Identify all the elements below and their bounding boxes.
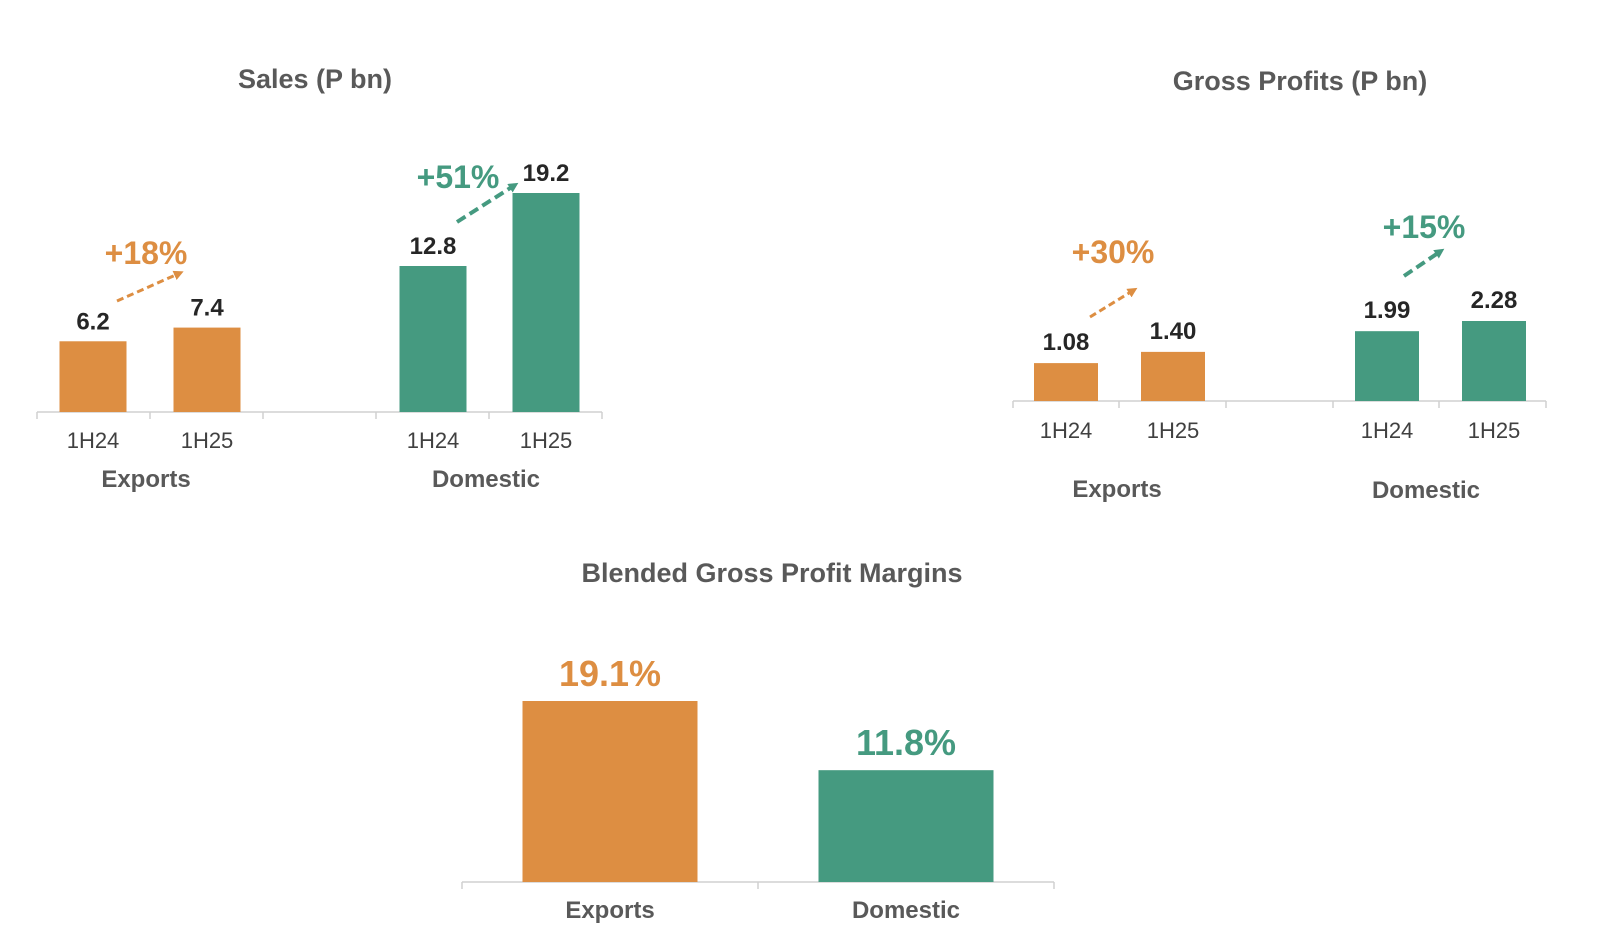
margin-label-domestic: 11.8% <box>856 722 956 763</box>
gross-profits-exports-growth-arrow <box>1089 287 1138 319</box>
margin-label-exports: 19.1% <box>559 653 661 694</box>
sales-exports-growth: +18% <box>105 235 188 271</box>
gross-profits-label-exports-1h24: 1.08 <box>1043 329 1090 356</box>
gross-profits-bar-domestic-1h25 <box>1462 321 1526 401</box>
sales-domestic-growth: +51% <box>417 159 500 195</box>
gross-profits-axis <box>1012 400 1547 408</box>
margins-chart-title: Blended Gross Profit Margins <box>581 558 962 588</box>
sales-label-domestic-1h24: 12.8 <box>410 233 457 260</box>
sales-chart-title: Sales (P bn) <box>238 64 392 94</box>
gross-profits-label-exports-1h25: 1.40 <box>1150 318 1197 345</box>
sales-bar-domestic-1h24 <box>399 266 467 412</box>
sales-tick-exports-1h24: 1H24 <box>67 428 120 453</box>
margin-bar-domestic <box>818 770 994 882</box>
margin-tick-exports: Exports <box>565 897 654 924</box>
sales-tick-domestic-1h24: 1H24 <box>407 428 460 453</box>
sales-tick-exports-1h25: 1H25 <box>181 428 234 453</box>
sales-domestic-growth-arrow <box>455 182 519 224</box>
sales-group-domestic: Domestic <box>432 466 540 493</box>
sales-axis <box>36 411 603 419</box>
margin-tick-domestic: Domestic <box>852 897 960 924</box>
sales-label-exports-1h25: 7.4 <box>190 295 224 322</box>
sales-bar-domestic-1h25 <box>512 193 580 412</box>
sales-bar-exports-1h25 <box>173 327 241 412</box>
gross-profits-bar-exports-1h25 <box>1141 351 1205 401</box>
sales-label-exports-1h24: 6.2 <box>76 308 109 335</box>
sales-group-exports: Exports <box>101 466 190 493</box>
sales-bar-exports-1h24 <box>59 341 127 412</box>
margin-bar-exports <box>522 701 698 882</box>
gross-profits-bar-domestic-1h24 <box>1355 331 1419 401</box>
sales-tick-domestic-1h25: 1H25 <box>520 428 573 453</box>
gross-profits-tick-domestic-1h25: 1H25 <box>1468 418 1521 443</box>
gross-profits-domestic-growth: +15% <box>1383 209 1466 245</box>
margins-axis <box>461 881 1055 889</box>
gross-profits-bar-exports-1h24 <box>1034 363 1098 401</box>
gross-profits-tick-exports-1h25: 1H25 <box>1147 418 1200 443</box>
gross-profits-tick-domestic-1h24: 1H24 <box>1361 418 1414 443</box>
gross-profits-chart-title: Gross Profits (P bn) <box>1173 66 1428 96</box>
gross-profits-tick-exports-1h24: 1H24 <box>1040 418 1093 443</box>
sales-label-domestic-1h25: 19.2 <box>523 160 570 187</box>
gross-profits-group-exports: Exports <box>1072 476 1161 503</box>
sales-exports-growth-arrow <box>116 270 184 303</box>
gross-profits-label-domestic-1h24: 1.99 <box>1364 297 1411 324</box>
gross-profits-domestic-growth-arrow <box>1402 248 1445 278</box>
gross-profits-label-domestic-1h25: 2.28 <box>1471 287 1518 314</box>
gross-profits-exports-growth: +30% <box>1072 234 1155 270</box>
gross-profits-group-domestic: Domestic <box>1372 477 1480 504</box>
